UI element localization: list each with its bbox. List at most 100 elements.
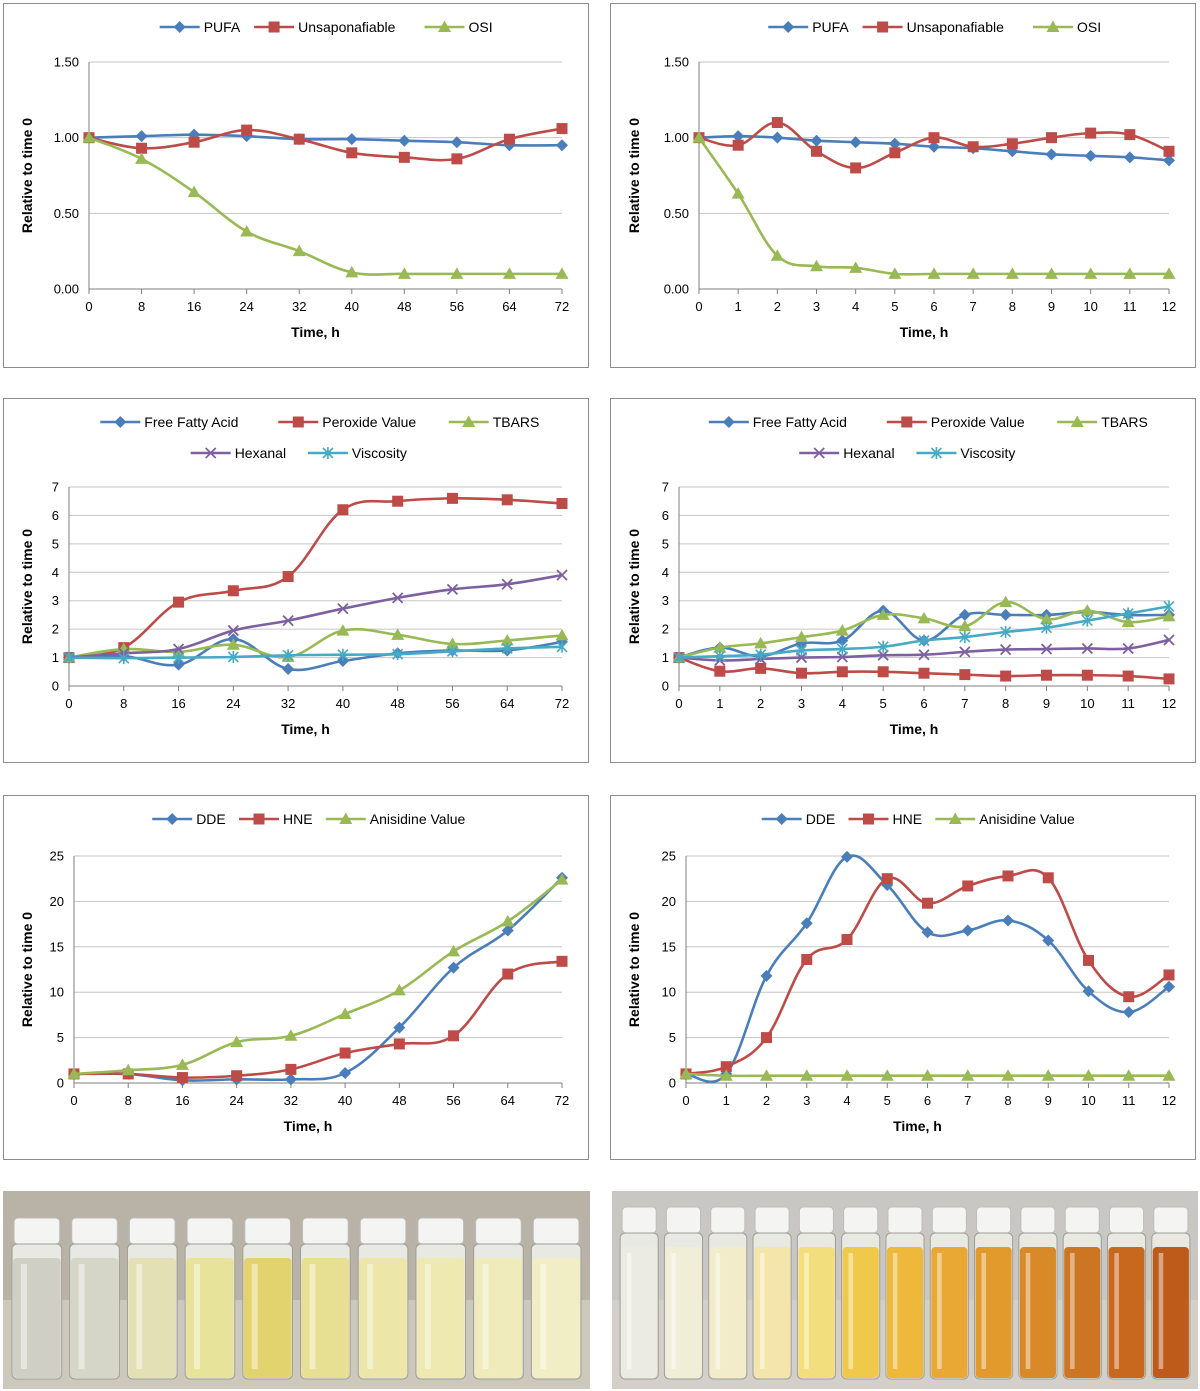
series-line-unsaponafiable: [88, 127, 563, 162]
x-tick-label: 10: [1083, 299, 1097, 314]
vial-liquid: [975, 1247, 1012, 1378]
vial-highlight: [981, 1253, 986, 1369]
chart-aldehydes-72h: 0 5 10 15 20 25 0 8 16 24 32 40 48 56 64 72 Time, h Relat…: [3, 795, 589, 1160]
vial-liquid: [243, 1258, 292, 1378]
vial-cap: [621, 1206, 657, 1234]
data-point-unsaponafiable: [967, 141, 979, 153]
y-tick-label: 0: [57, 1076, 64, 1091]
series-line-osi: [697, 136, 1169, 276]
y-tick-label: 5: [52, 536, 59, 551]
legend-marker-dde: [775, 813, 788, 825]
data-point-anisidine-value: [67, 1067, 81, 1079]
vial-liquid: [13, 1258, 61, 1378]
data-point-hne: [502, 968, 514, 980]
data-point-tbars: [1162, 609, 1176, 622]
data-point-free-fatty-acid: [282, 662, 295, 675]
chart-oxidation-72h: 0 1 2 3 4 5 6 7 0 8 16 24 32 40 48 56 64 72 Time, h Relativ…: [3, 398, 589, 763]
legend-marker-anisidine-value: [339, 812, 353, 824]
data-point-unsaponafiable: [732, 139, 744, 151]
x-tick-label: 40: [345, 299, 359, 314]
data-point-anisidine-value: [679, 1067, 693, 1079]
data-point-osi: [1005, 267, 1019, 279]
data-point-unsaponafiable: [346, 147, 358, 159]
legend-label-free-fatty-acid: Free Fatty Acid: [753, 414, 847, 430]
data-point-tbars: [445, 637, 459, 649]
data-point-peroxide-value: [501, 494, 513, 506]
legend-label-viscosity: Viscosity: [352, 445, 407, 461]
data-point-hne: [720, 1061, 732, 1073]
data-point-hexanal: [918, 649, 930, 661]
data-point-osi: [555, 267, 569, 279]
y-tick-label: 1.00: [664, 130, 689, 145]
data-point-hne: [285, 1063, 297, 1075]
x-tick-label: 3: [798, 696, 805, 711]
legend-marker-unsaponafiable: [268, 21, 280, 33]
y-tick-label: 1.50: [54, 55, 79, 70]
legend-label-pufa: PUFA: [812, 19, 849, 35]
vial-cap: [475, 1217, 522, 1245]
x-tick-label: 72: [555, 696, 569, 711]
data-point-dde: [1122, 1006, 1135, 1019]
vial-highlight: [251, 1264, 258, 1369]
legend-label-free-fatty-acid: Free Fatty Acid: [144, 414, 238, 430]
data-point-peroxide-value: [337, 504, 349, 516]
data-point-anisidine-value: [121, 1063, 135, 1076]
data-point-pufa: [810, 134, 823, 147]
data-point-hne: [556, 955, 568, 967]
data-point-anisidine-value: [338, 1007, 352, 1019]
vial-highlight: [540, 1264, 547, 1369]
y-tick-label: 25: [50, 849, 64, 864]
legend-marker-anisidine-value: [948, 812, 962, 824]
data-point-hne: [393, 1038, 405, 1050]
x-tick-label: 8: [125, 1093, 132, 1108]
data-point-osi: [1084, 267, 1098, 279]
legend-marker-unsaponafiable: [877, 21, 889, 33]
x-axis-title: Time, h: [281, 721, 330, 737]
legend-marker-free-fatty-acid: [114, 416, 127, 428]
legend-marker-hexanal: [205, 447, 217, 459]
x-tick-label: 12: [1162, 299, 1176, 314]
data-point-anisidine-value: [555, 873, 569, 885]
x-tick-label: 4: [852, 299, 859, 314]
data-point-free-fatty-acid: [836, 634, 849, 647]
vial-highlight: [1158, 1253, 1164, 1369]
x-axis-title: Time, h: [291, 324, 340, 340]
data-point-viscosity: [337, 648, 349, 661]
data-point-viscosity: [1000, 625, 1012, 638]
data-point-viscosity: [1163, 600, 1175, 613]
data-point-tbars: [1080, 604, 1094, 616]
legend-marker-tbars: [462, 415, 476, 427]
vial-cap: [1153, 1206, 1189, 1234]
legend-label-hexanal: Hexanal: [843, 445, 894, 461]
y-tick-label: 1.50: [664, 55, 689, 70]
data-point-osi: [292, 244, 306, 257]
y-tick-label: 3: [662, 593, 669, 608]
data-point-hne: [339, 1047, 351, 1059]
data-point-peroxide-value: [556, 497, 568, 509]
y-tick-label: 0: [52, 679, 59, 694]
data-point-osi: [692, 131, 706, 143]
data-point-peroxide-value: [755, 662, 767, 674]
y-tick-label: 5: [662, 536, 669, 551]
vial-highlight: [1114, 1253, 1119, 1369]
x-tick-label: 64: [500, 696, 514, 711]
x-tick-label: 48: [392, 1093, 406, 1108]
data-point-osi: [135, 152, 149, 164]
series-line-hexanal: [68, 573, 563, 659]
data-point-hexanal: [959, 646, 971, 658]
data-point-hne: [881, 873, 893, 885]
data-point-hexanal: [446, 583, 459, 595]
data-point-anisidine-value: [800, 1069, 814, 1081]
x-tick-label: 1: [716, 696, 723, 711]
data-point-anisidine-value: [284, 1029, 298, 1041]
y-tick-label: 4: [662, 565, 669, 580]
vial-highlight: [78, 1264, 85, 1369]
x-tick-label: 5: [880, 696, 887, 711]
vial-cap: [1064, 1206, 1100, 1234]
x-tick-label: 16: [187, 299, 201, 314]
data-point-hexanal: [1040, 643, 1053, 655]
legend-label-viscosity: Viscosity: [960, 445, 1015, 461]
data-point-anisidine-value: [760, 1069, 773, 1081]
data-point-dde: [1002, 914, 1014, 927]
